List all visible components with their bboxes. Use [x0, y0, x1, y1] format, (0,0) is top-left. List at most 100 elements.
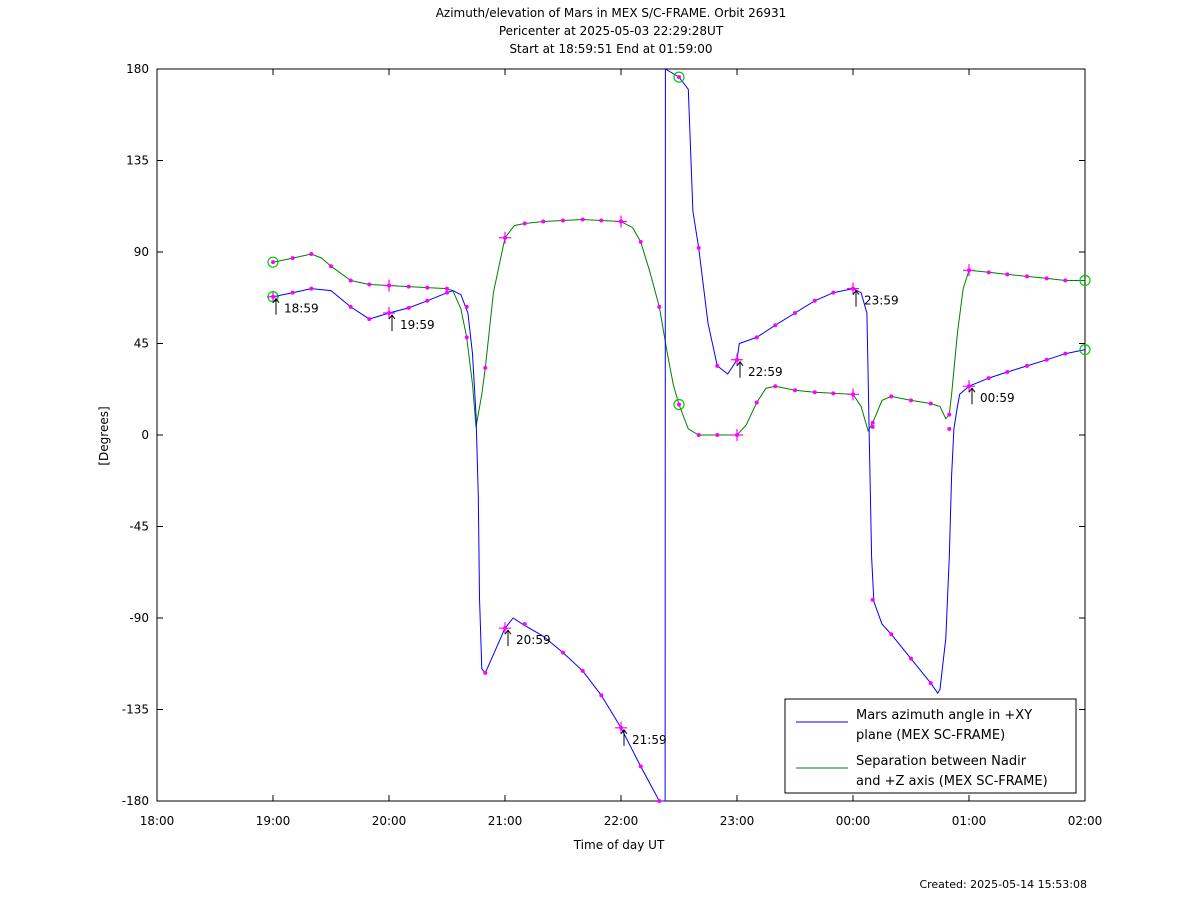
endpoint-circle — [1079, 274, 1091, 287]
x-tick-label: 01:00 — [952, 814, 987, 828]
azimuth-data-point — [696, 245, 701, 250]
y-tick-label: 135 — [126, 154, 149, 168]
y-tick-label: -90 — [129, 611, 149, 625]
separation-data-point — [928, 401, 933, 406]
azimuth-data-point — [986, 376, 991, 381]
separation-data-point — [986, 270, 991, 275]
azimuth-data-point — [599, 693, 604, 698]
y-tick-label: -180 — [122, 794, 149, 808]
annotation-label: 23:59 — [864, 294, 899, 308]
annotation-label: 20:59 — [516, 633, 551, 647]
y-tick-label: 0 — [141, 428, 149, 442]
hour-marker — [731, 429, 743, 441]
x-tick-label: 23:00 — [720, 814, 755, 828]
annotation-label: 22:59 — [748, 365, 783, 379]
separation-data-point — [290, 256, 295, 261]
azimuth-data-point — [445, 290, 449, 295]
azimuth-data-point — [367, 317, 372, 322]
azimuth-data-point — [657, 799, 662, 803]
legend-entry: plane (MEX SC-FRAME) — [856, 728, 1005, 743]
annotation-arrow — [620, 728, 628, 746]
x-tick-label: 20:00 — [372, 814, 407, 828]
separation-data-point — [367, 282, 372, 287]
separation-data-point — [464, 335, 469, 340]
separation-data-point — [677, 402, 681, 407]
azimuth-data-point — [677, 75, 681, 80]
separation-data-point — [580, 217, 585, 222]
legend: Mars azimuth angle in +XY plane (MEX SC-F… — [784, 698, 1077, 794]
endpoint-circle — [673, 398, 685, 411]
azimuth-data-point — [290, 290, 295, 295]
series-lines — [272, 68, 1086, 802]
separation-data-point — [329, 264, 333, 269]
y-tick-label: 45 — [134, 337, 149, 351]
separation-data-point — [406, 284, 411, 289]
annotation-arrow — [272, 297, 280, 315]
markers — [267, 71, 1091, 803]
annotations: 18:59 19:59 20:59 21:59 22:59 23:59 00:59 — [272, 289, 1015, 747]
separation-data-point — [870, 420, 875, 425]
separation-data-point — [1044, 276, 1049, 281]
azimuth-data-point — [561, 650, 565, 655]
separation-data-point — [1063, 278, 1068, 283]
separation-data-point — [657, 304, 662, 309]
x-tick-label: 18:00 — [140, 814, 175, 828]
hour-marker — [383, 307, 395, 319]
separation-data-point — [561, 218, 565, 223]
separation-data-point — [483, 365, 488, 370]
separation-data-point — [599, 218, 604, 223]
separation-data-point — [889, 394, 894, 399]
y-tick-label: -45 — [129, 520, 149, 534]
separation-series-line — [272, 218, 1085, 436]
azimuth-data-point — [522, 622, 527, 627]
separation-data-point — [831, 391, 836, 396]
y-tick-label: -135 — [122, 703, 149, 717]
azimuth-data-point — [580, 668, 585, 673]
azimuth-data-point — [1005, 369, 1010, 374]
azimuth-data-point — [889, 632, 894, 637]
separation-data-point — [445, 286, 449, 291]
x-tick-label: 02:00 — [1068, 814, 1103, 828]
x-tick-label: 00:00 — [836, 814, 871, 828]
legend-entry: Separation between Nadir — [856, 754, 1027, 769]
annotation-arrow — [388, 314, 396, 331]
azimuth-data-point — [1025, 363, 1029, 368]
legend-entry: Mars azimuth angle in +XY — [856, 708, 1032, 723]
azimuth-data-point — [870, 424, 875, 429]
hour-marker — [847, 388, 859, 401]
annotation-label: 21:59 — [632, 733, 667, 747]
separation-data-point — [522, 221, 527, 226]
chart-title: Azimuth/elevation of Mars in MEX S/C-FRA… — [436, 6, 787, 56]
endpoint-circle — [673, 71, 685, 83]
azimuth-data-point — [754, 335, 759, 340]
separation-data-point — [271, 260, 275, 265]
azimuth-data-point — [638, 764, 643, 769]
hour-marker — [499, 231, 511, 244]
hour-marker — [847, 282, 859, 295]
endpoint-circle — [1079, 344, 1091, 356]
annotation-arrow — [736, 360, 744, 378]
hour-marker — [499, 622, 511, 635]
separation-data-point — [773, 384, 778, 389]
plot-area — [156, 68, 1086, 802]
legend-box — [784, 698, 1077, 794]
separation-data-point — [1005, 272, 1010, 277]
endpoint-circle — [267, 256, 279, 268]
endpoint-circle — [267, 291, 279, 303]
azimuth-data-point — [773, 323, 778, 328]
separation-data-point — [909, 398, 913, 403]
azimuth-data-point — [348, 304, 353, 309]
separation-data-point — [348, 278, 353, 283]
separation-data-point — [309, 252, 314, 257]
y-tick-label: 180 — [126, 62, 149, 76]
azimuth-data-point — [406, 305, 411, 310]
axes: 18:00 19:00 20:00 21:00 22:00 23:00 00:00 01:00… — [122, 62, 1103, 828]
azimuth-data-point — [928, 681, 933, 686]
separation-data-point — [541, 219, 546, 224]
x-axis-label: Time of day UT — [573, 838, 665, 852]
separation-data-point — [754, 400, 759, 405]
separation-data-point — [425, 285, 430, 290]
azimuth-data-point — [947, 426, 952, 431]
separation-data-point — [812, 390, 817, 395]
separation-data-point — [696, 433, 701, 437]
